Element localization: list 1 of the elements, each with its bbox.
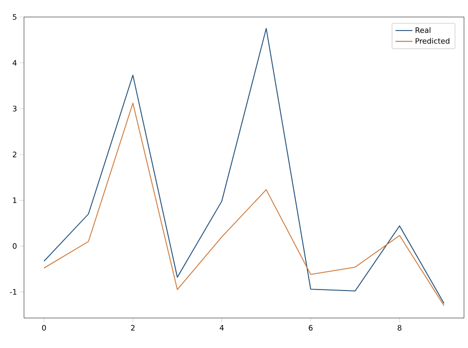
line-series (44, 102, 444, 306)
